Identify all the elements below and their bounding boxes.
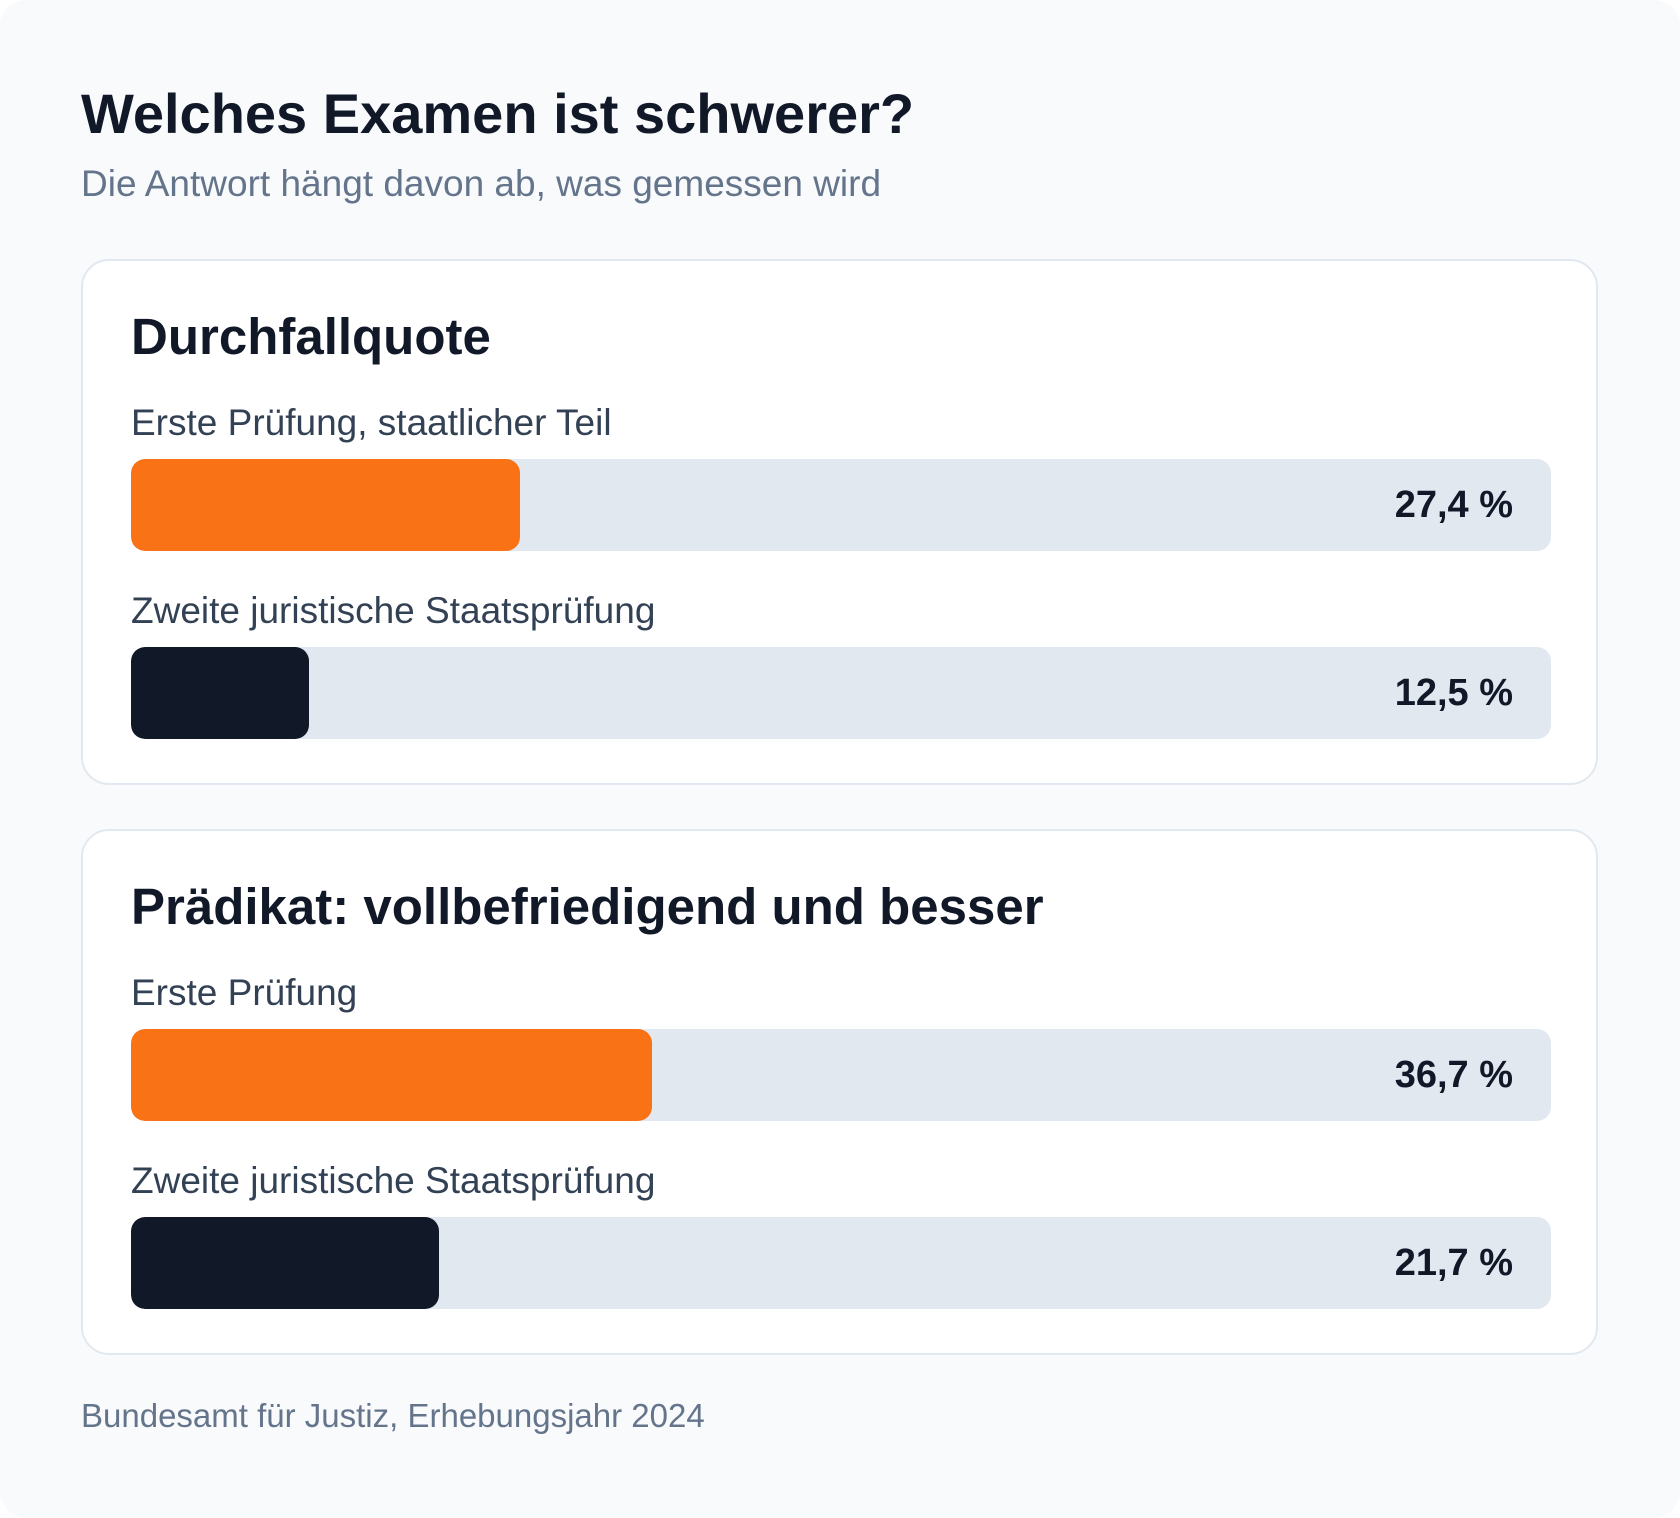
bar <box>131 459 521 551</box>
bar <box>131 1217 440 1309</box>
bar <box>131 1029 653 1121</box>
bar-track: 21,7 % <box>131 1217 1551 1309</box>
bar <box>131 647 309 739</box>
bar-value-label: 12,5 % <box>1394 672 1513 714</box>
chart-title: Prädikat: vollbefriedigend und besser <box>131 878 1044 935</box>
page-subtitle: Die Antwort hängt davon ab, was gemessen… <box>81 163 882 204</box>
bar-value-label: 27,4 % <box>1394 484 1513 526</box>
bar-track: 27,4 % <box>131 459 1551 551</box>
source-note: Bundesamt für Justiz, Erhebungsjahr 2024 <box>81 1397 705 1434</box>
bar-track: 36,7 % <box>131 1029 1551 1121</box>
bar-track: 12,5 % <box>131 647 1551 739</box>
page-title: Welches Examen ist schwerer? <box>81 82 915 145</box>
bar-label: Zweite juristische Staatsprüfung <box>131 1160 656 1201</box>
bar-label: Erste Prüfung, staatlicher Teil <box>131 402 612 443</box>
bar-value-label: 21,7 % <box>1394 1242 1513 1284</box>
bar-value-label: 36,7 % <box>1394 1054 1513 1096</box>
chart-title: Durchfallquote <box>131 308 491 365</box>
chart-card-failure-rate: Durchfallquote Erste Prüfung, staatliche… <box>81 259 1598 785</box>
bar-label: Erste Prüfung <box>131 972 358 1013</box>
chart-card-grade: Prädikat: vollbefriedigend und besser Er… <box>81 829 1598 1355</box>
bar-label: Zweite juristische Staatsprüfung <box>131 590 656 631</box>
